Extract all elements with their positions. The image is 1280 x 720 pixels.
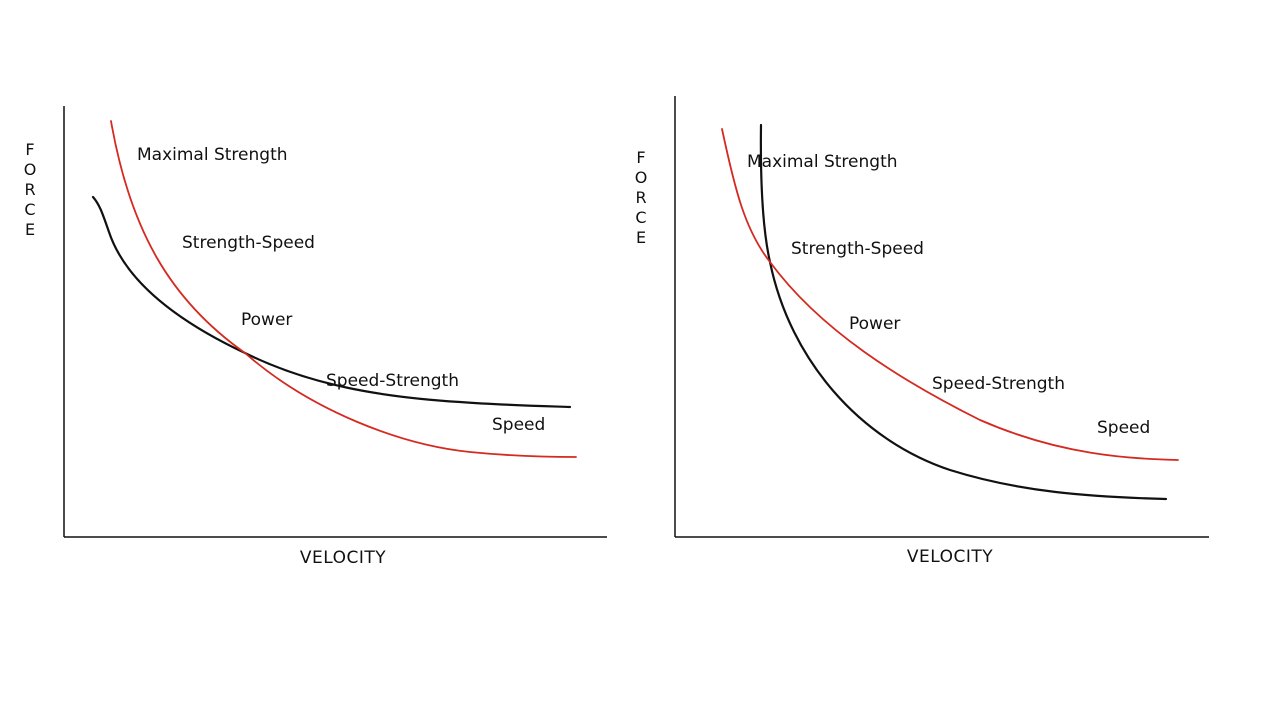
right-black-curve xyxy=(759,123,1168,501)
right-strength-speed-label: Strength-Speed xyxy=(791,239,924,259)
left-speed-label: Speed xyxy=(492,415,546,435)
left-y-axis-label: FORCE xyxy=(23,140,37,239)
right-x-axis-label: VELOCITY xyxy=(906,547,994,567)
left-red-curve xyxy=(110,120,577,458)
right-maximal-strength-label: Maximal Strength xyxy=(747,152,898,172)
left-power-label: Power xyxy=(241,310,293,330)
right-speed-label: Speed xyxy=(1097,418,1151,438)
left-maximal-strength-label: Maximal Strength xyxy=(137,145,288,165)
left-strength-speed-label: Strength-Speed xyxy=(182,233,315,253)
right-y-axis-label: FORCE xyxy=(634,148,648,247)
right-speed-strength-label: Speed-Strength xyxy=(932,374,1065,394)
right-power-label: Power xyxy=(849,314,901,334)
left-speed-strength-label: Speed-Strength xyxy=(326,371,459,391)
right-red-curve xyxy=(721,128,1179,461)
left-x-axis-label: VELOCITY xyxy=(299,548,387,568)
